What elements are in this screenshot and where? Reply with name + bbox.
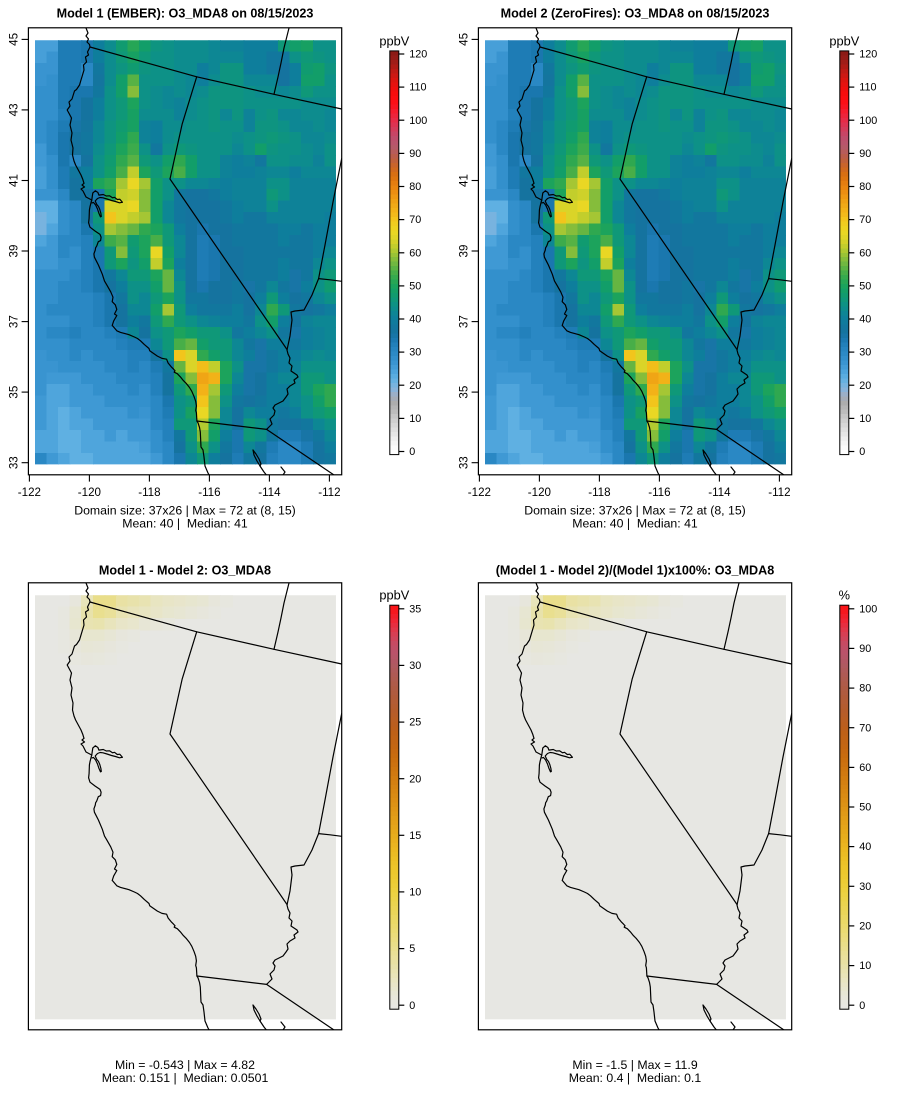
svg-text:-122: -122 (18, 486, 41, 499)
svg-text:-116: -116 (648, 486, 670, 499)
svg-text:110: 110 (859, 82, 876, 94)
svg-text:110: 110 (409, 82, 426, 94)
svg-text:-114: -114 (708, 486, 731, 499)
svg-text:40: 40 (859, 841, 871, 853)
svg-text:35: 35 (409, 603, 421, 615)
svg-text:10: 10 (859, 960, 871, 972)
svg-text:Min = -0.543 | Max = 4.82: Min = -0.543 | Max = 4.82 (115, 1058, 255, 1072)
svg-text:60: 60 (859, 247, 871, 259)
svg-text:20: 20 (859, 921, 871, 933)
svg-text:40: 40 (859, 314, 871, 326)
svg-text:30: 30 (859, 881, 871, 893)
svg-text:20: 20 (859, 380, 871, 392)
svg-text:Mean: 40 | Median: 41: Mean: 40 | Median: 41 (122, 517, 248, 531)
svg-text:60: 60 (859, 762, 871, 774)
svg-text:20: 20 (409, 773, 421, 785)
svg-text:-120: -120 (528, 486, 551, 499)
svg-text:40: 40 (409, 314, 421, 326)
svg-text:Min = -1.5 | Max = 11.9: Min = -1.5 | Max = 11.9 (572, 1058, 697, 1072)
svg-text:33: 33 (7, 456, 20, 469)
svg-text:-114: -114 (258, 486, 281, 499)
svg-text:30: 30 (409, 347, 421, 359)
svg-text:10: 10 (409, 887, 421, 899)
svg-text:-118: -118 (138, 486, 160, 499)
svg-text:Mean: 40 | Median: 41: Mean: 40 | Median: 41 (572, 517, 698, 531)
svg-text:50: 50 (859, 281, 871, 293)
svg-text:90: 90 (859, 148, 871, 160)
svg-text:Mean: 0.151 | Median: 0.0501: Mean: 0.151 | Median: 0.0501 (102, 1071, 269, 1085)
svg-text:-112: -112 (768, 486, 790, 499)
svg-text:41: 41 (7, 174, 20, 187)
svg-text:33: 33 (457, 456, 470, 469)
svg-text:60: 60 (409, 247, 421, 259)
svg-text:35: 35 (457, 386, 470, 399)
svg-text:Model 1 (EMBER): O3_MDA8 on 08: Model 1 (EMBER): O3_MDA8 on 08/15/2023 (57, 7, 314, 21)
svg-text:100: 100 (859, 115, 877, 127)
svg-text:-116: -116 (198, 486, 220, 499)
svg-text:10: 10 (409, 413, 421, 425)
svg-text:-122: -122 (468, 486, 491, 499)
svg-text:(Model 1 - Model 2)/(Model 1)x: (Model 1 - Model 2)/(Model 1)x100%: O3_M… (496, 564, 775, 578)
svg-text:43: 43 (7, 103, 20, 116)
svg-text:0: 0 (859, 1000, 865, 1012)
svg-text:39: 39 (7, 245, 20, 258)
svg-text:100: 100 (409, 115, 427, 127)
svg-text:ppbV: ppbV (379, 588, 409, 603)
svg-text:41: 41 (457, 174, 470, 187)
svg-text:-112: -112 (318, 486, 340, 499)
svg-text:30: 30 (859, 347, 871, 359)
svg-text:37: 37 (457, 315, 470, 328)
svg-text:100: 100 (859, 603, 877, 615)
svg-text:45: 45 (7, 33, 20, 46)
svg-text:70: 70 (859, 214, 871, 226)
svg-text:50: 50 (859, 802, 871, 814)
svg-text:-118: -118 (588, 486, 610, 499)
svg-text:120: 120 (859, 49, 877, 61)
svg-text:0: 0 (859, 446, 865, 458)
svg-text:0: 0 (409, 446, 415, 458)
svg-text:80: 80 (409, 181, 421, 193)
svg-text:25: 25 (409, 717, 421, 729)
svg-text:0: 0 (409, 1000, 415, 1012)
svg-text:Domain size: 37x26 | Max = 72: Domain size: 37x26 | Max = 72 at (8, 15) (524, 504, 746, 518)
svg-text:45: 45 (457, 33, 470, 46)
svg-text:70: 70 (409, 214, 421, 226)
svg-text:50: 50 (409, 281, 421, 293)
svg-text:Domain size: 37x26 | Max = 72: Domain size: 37x26 | Max = 72 at (8, 15) (74, 504, 296, 518)
svg-text:%: % (839, 588, 850, 603)
svg-text:80: 80 (859, 683, 871, 695)
svg-text:30: 30 (409, 660, 421, 672)
svg-text:5: 5 (409, 943, 415, 955)
svg-text:Mean: 0.4 | Median: 0.1: Mean: 0.4 | Median: 0.1 (569, 1071, 702, 1085)
svg-text:10: 10 (859, 413, 871, 425)
svg-text:Model 1 - Model 2: O3_MDA8: Model 1 - Model 2: O3_MDA8 (99, 564, 271, 578)
svg-text:70: 70 (859, 722, 871, 734)
svg-text:39: 39 (457, 245, 470, 258)
svg-text:90: 90 (409, 148, 421, 160)
svg-text:120: 120 (409, 49, 427, 61)
svg-text:80: 80 (859, 181, 871, 193)
svg-text:Model 2 (ZeroFires): O3_MDA8 o: Model 2 (ZeroFires): O3_MDA8 on 08/15/20… (501, 7, 770, 21)
svg-text:35: 35 (7, 386, 20, 399)
svg-text:-120: -120 (78, 486, 101, 499)
svg-text:20: 20 (409, 380, 421, 392)
svg-text:90: 90 (859, 643, 871, 655)
svg-text:43: 43 (457, 103, 470, 116)
svg-text:ppbV: ppbV (379, 33, 409, 48)
svg-text:37: 37 (7, 315, 20, 328)
svg-text:ppbV: ppbV (829, 33, 859, 48)
svg-text:15: 15 (409, 830, 421, 842)
